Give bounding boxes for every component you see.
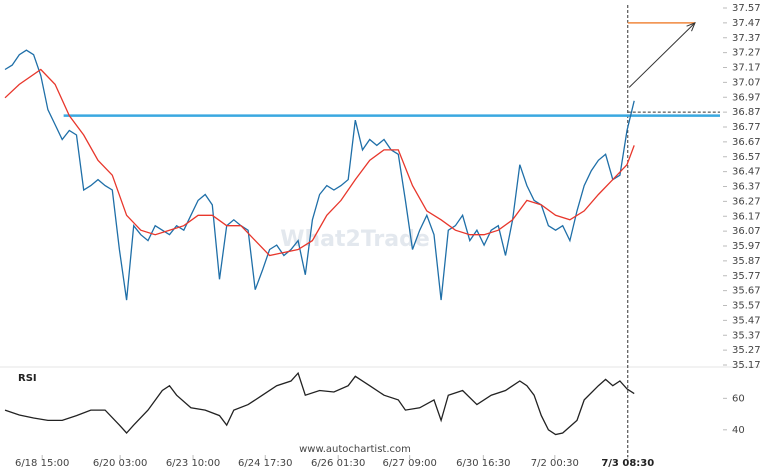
x-tick-label: 6/18 15:00 [15, 458, 69, 469]
y-tick-label: 40 [732, 425, 745, 436]
x-tick-label: 7/3 08:30 [601, 458, 654, 469]
x-tick-label: 6/20 03:00 [93, 458, 147, 469]
y-tick-label: 35.6737 [732, 286, 760, 297]
x-tick-label: 7/2 00:30 [531, 458, 579, 469]
x-tick-label: 6/30 16:30 [456, 458, 510, 469]
x-tick-label: 6/27 09:00 [382, 458, 436, 469]
series-line [4, 49, 635, 301]
watermark: What2Trade [280, 227, 430, 252]
arrow-head [686, 21, 696, 32]
x-tick-label: 6/24 17:30 [238, 458, 292, 469]
x-tick-label: 6/26 01:30 [311, 458, 365, 469]
series-line [4, 68, 635, 257]
y-tick-label: 36.0737 [732, 226, 760, 237]
rsi-title: RSI [18, 373, 37, 384]
y-tick-label: 35.7737 [732, 271, 760, 282]
y-tick-label: 36.9737 [732, 92, 760, 103]
series-line [4, 371, 635, 436]
x-tick-label: 6/23 10:00 [166, 458, 220, 469]
source: www.autochartist.com [299, 444, 411, 455]
y-tick-label: 36.6737 [732, 137, 760, 148]
forecast-arrow [628, 22, 696, 88]
y-tick-label: 35.8737 [732, 256, 760, 267]
y-tick-label: 35.9737 [732, 241, 760, 252]
y-tick-label: 37.0737 [732, 77, 760, 88]
y-tick-label: 60 [732, 393, 745, 404]
y-tick-label: 36.7737 [732, 122, 760, 133]
y-tick-label: 36.8737 [732, 107, 760, 118]
